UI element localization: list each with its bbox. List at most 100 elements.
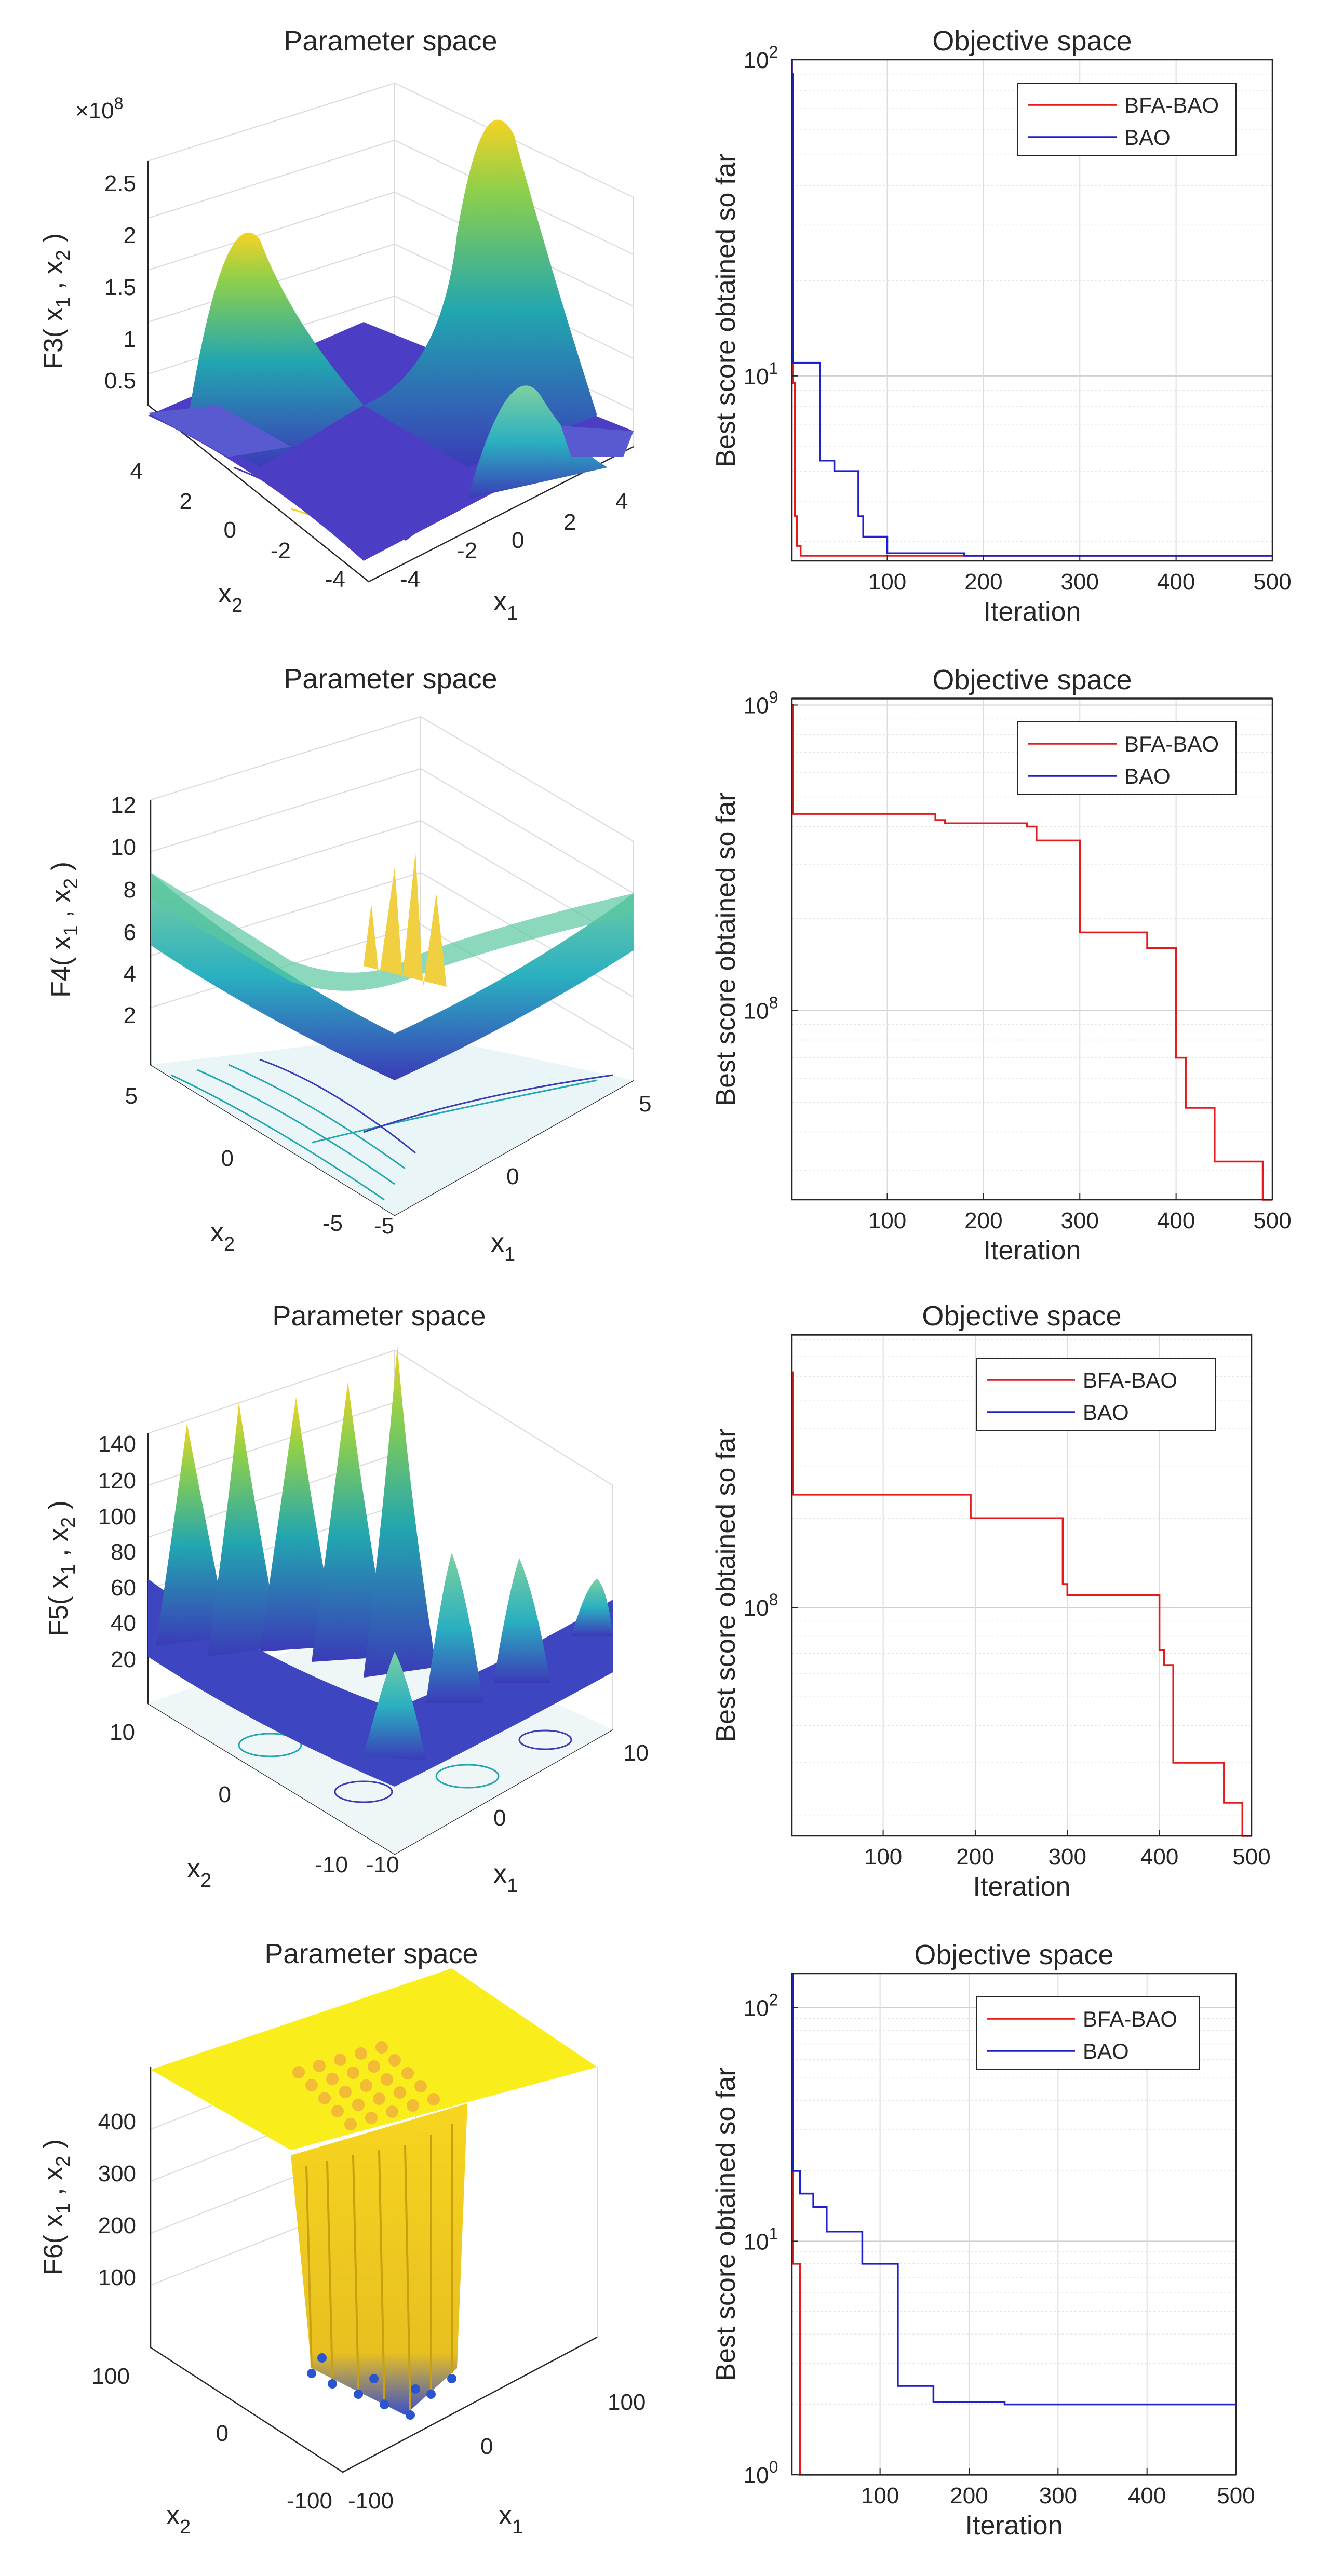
z-tick-label: 80 <box>111 1539 136 1565</box>
surface-panel-f6: Parameter space <box>38 1938 646 2538</box>
legend-box <box>976 1996 1200 2070</box>
x-tick-label: 400 <box>1128 2483 1166 2508</box>
axes-frame <box>791 1334 1253 1837</box>
x1-tick-label: 10 <box>623 1740 649 1766</box>
z-tick-label: 20 <box>111 1647 136 1672</box>
z-tick-label: 120 <box>98 1468 136 1494</box>
z-axis-label: F3( x1 , x2 ) <box>38 233 74 369</box>
x2-tick-label: 4 <box>130 459 143 484</box>
legend-box <box>1017 83 1237 156</box>
surface-peak <box>426 1553 483 1703</box>
x-tick-label: 200 <box>950 2483 988 2508</box>
surface-peak <box>312 1381 389 1662</box>
x1-tick-label: 0 <box>493 1805 506 1831</box>
y-tick-label: 102 <box>744 43 778 73</box>
x2-axis-label: x2 <box>166 2500 191 2538</box>
x1-axis-label: x1 <box>491 1228 515 1266</box>
series-line-bfa-bao <box>791 59 1272 557</box>
contour-lines <box>171 1064 598 1201</box>
chart-title: Objective space <box>914 1939 1113 1970</box>
surface-needles <box>291 2103 467 2415</box>
x-tick-label: 100 <box>861 2483 899 2508</box>
x2-axis-label: x2 <box>218 579 243 616</box>
x-tick-label: 200 <box>964 569 1002 595</box>
surface-bowl-ridge <box>151 873 634 991</box>
z-tick-label: 400 <box>98 2109 136 2135</box>
legend-label: BAO <box>1124 125 1171 150</box>
y-tick-label: 109 <box>744 688 778 718</box>
x1-tick-labels: -100 0 100 <box>348 2390 646 2514</box>
x2-axis-label: x2 <box>187 1854 211 1891</box>
x1-axis-label: x1 <box>493 1859 518 1897</box>
z-tick-label: 4 <box>124 961 136 987</box>
x2-tick-label: -100 <box>287 2488 332 2514</box>
y-tick-label: 101 <box>744 359 778 390</box>
z-tick-labels: 140 120 100 80 60 40 20 <box>98 1431 136 1672</box>
z-axis-label: F4( x1 , x2 ) <box>46 862 82 998</box>
x-tick-label: 500 <box>1253 1208 1291 1233</box>
chart-title: Objective space <box>922 1300 1121 1332</box>
x-tick-label: 100 <box>868 1208 906 1233</box>
surface-spikes <box>364 852 447 987</box>
x-tick-label: 200 <box>956 1844 994 1870</box>
x2-tick-label: 5 <box>125 1083 138 1109</box>
x2-tick-label: 10 <box>110 1720 135 1745</box>
y-tick-label: 100 <box>744 2458 778 2488</box>
legend-label: BFA-BAO <box>1083 1368 1177 1392</box>
needle-tips <box>307 2353 456 2420</box>
z-tick-label: 300 <box>98 2161 136 2186</box>
x-tick-label: 300 <box>1061 1208 1099 1233</box>
legend-label: BFA-BAO <box>1124 732 1219 756</box>
z-tick-labels: 400 300 200 100 <box>98 2109 136 2290</box>
legend-label: BAO <box>1083 2039 1129 2063</box>
series-line-bfa-bao <box>792 704 1272 1201</box>
legend-box <box>976 1358 1216 1431</box>
x1-tick-label: 0 <box>480 2434 493 2459</box>
z-tick-label: 2 <box>124 1003 136 1028</box>
convergence-charts: 100 200 300 400 500 101 102 Objective space Iter… <box>711 25 1292 2541</box>
x-tick-label: 500 <box>1253 569 1291 595</box>
convergence-chart: 100 200 300 400 500 108 Objective space Iterati… <box>711 1300 1271 1902</box>
contour-lines <box>259 1058 613 1154</box>
surface-peak <box>364 1345 436 1678</box>
x-axis-label: Iteration <box>984 1236 1081 1266</box>
z-tick-label: 1 <box>124 327 136 352</box>
legend-label: BFA-BAO <box>1124 93 1219 117</box>
x-tick-label: 100 <box>868 569 906 595</box>
surface-bowl <box>151 873 634 1080</box>
x-tick-label: 400 <box>1157 569 1195 595</box>
x2-tick-label: -5 <box>322 1211 343 1236</box>
z-axis-label: F5( x1 , x2 ) <box>44 1500 79 1636</box>
x-tick-label: 300 <box>1039 2483 1077 2508</box>
surface-panel-f5: Parameter space <box>44 1300 649 1897</box>
x1-tick-label: -100 <box>348 2488 394 2514</box>
z-tick-label: 100 <box>98 1504 136 1530</box>
series-line-bfa-bao <box>792 1371 1252 1837</box>
convergence-chart: 100 200 300 400 500 100 101 102 Objective space I… <box>711 1939 1255 2541</box>
x2-axis-label: x2 <box>210 1217 235 1255</box>
z-tick-labels: 12 10 8 6 4 2 <box>111 793 136 1028</box>
axes-frame <box>791 59 1273 562</box>
surface-title: Parameter space <box>272 1300 486 1332</box>
surface-panel-f4: Parameter space 12 10 8 6 4 <box>46 663 651 1266</box>
legend-label: BAO <box>1083 1400 1129 1425</box>
legend-box <box>1017 721 1237 795</box>
x2-tick-label: -2 <box>271 538 291 564</box>
contour-lines <box>238 1729 572 1803</box>
z-tick-label: 140 <box>98 1431 136 1457</box>
y-axis-label: Best score obtained so far <box>711 1428 741 1742</box>
x-tick-label: 400 <box>1157 1208 1195 1233</box>
surface-peak <box>187 232 364 467</box>
x1-tick-label: -5 <box>374 1213 394 1239</box>
surface-peak <box>156 1423 229 1646</box>
x1-tick-labels: -5 0 5 <box>374 1091 651 1239</box>
x2-tick-label: 0 <box>224 517 236 543</box>
x1-tick-label: -4 <box>400 567 420 592</box>
surface-peaks <box>156 1345 613 1761</box>
convergence-chart: 100 200 300 400 500 101 102 Objective space Iter… <box>711 25 1292 627</box>
y-tick-label: 101 <box>744 2224 778 2255</box>
legend-label: BAO <box>1124 764 1171 788</box>
x-tick-label: 200 <box>964 1208 1002 1233</box>
x1-tick-label: 2 <box>563 509 576 535</box>
